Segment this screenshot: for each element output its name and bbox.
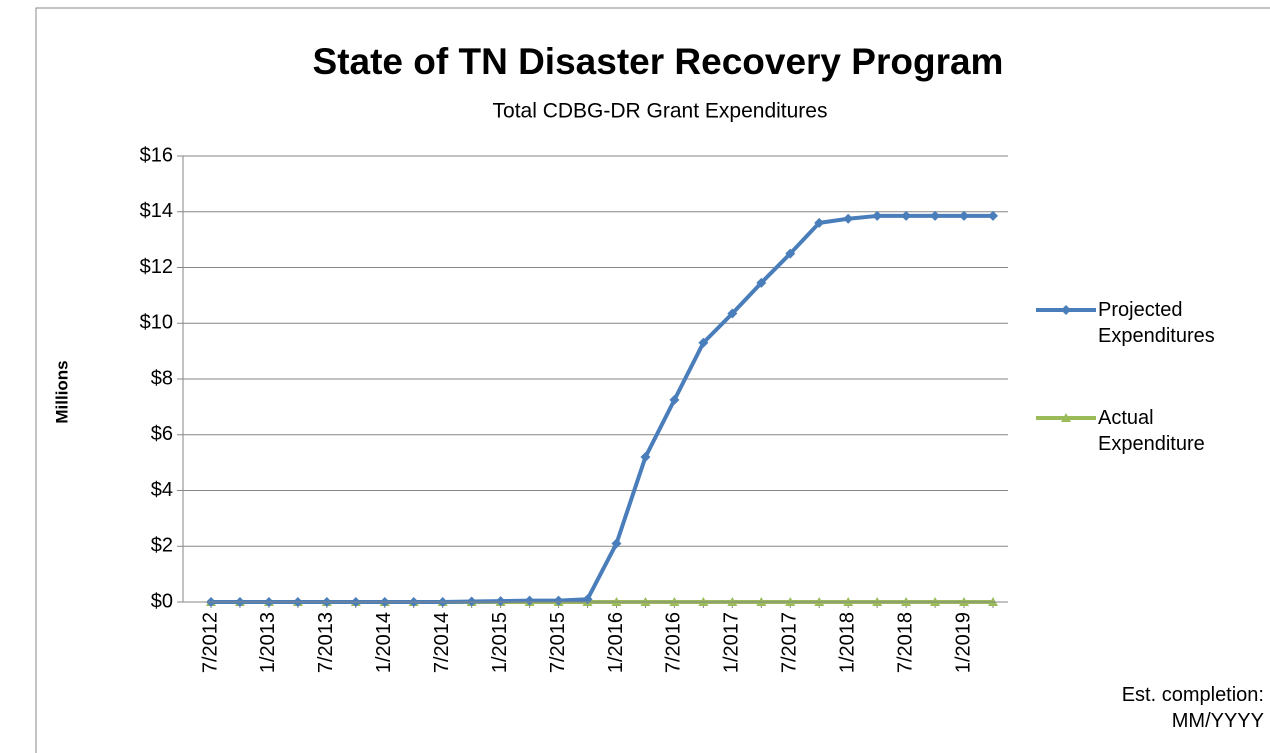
legend-swatch [1036, 413, 1096, 422]
data-point [843, 213, 854, 224]
data-point [495, 596, 506, 607]
data-point [930, 210, 941, 221]
data-point [872, 210, 883, 221]
data-point [756, 277, 767, 288]
x-tick-label: 7/2012 [199, 612, 221, 673]
data-point [698, 337, 709, 348]
y-axis-label: Millions [52, 360, 71, 423]
data-point [669, 394, 680, 405]
legend-label: Projected Expenditures [1098, 299, 1215, 347]
legend-swatch [1036, 305, 1096, 315]
x-tick-label: 1/2018 [836, 612, 858, 673]
chart-border [35, 7, 1270, 753]
y-tick-label: $6 [151, 423, 173, 445]
annotation: Est. completion: MM/YYYY [1121, 684, 1264, 732]
data-point [988, 210, 998, 221]
x-tick-label: 1/2019 [952, 612, 974, 673]
data-point [901, 210, 912, 221]
data-point [611, 538, 622, 549]
x-tick-label: 1/2017 [721, 612, 743, 673]
y-tick-label: $0 [151, 590, 173, 612]
x-tick-label: 7/2018 [894, 612, 916, 673]
data-point [640, 452, 651, 463]
y-tick-label: $14 [140, 200, 173, 222]
data-point [959, 210, 970, 221]
data-point [466, 596, 477, 607]
chart-subtitle: Total CDBG-DR Grant Expenditures [493, 100, 828, 123]
x-tick-label: 1/2013 [257, 612, 279, 673]
y-tick-label: $2 [151, 535, 173, 557]
data-point [1061, 413, 1071, 422]
data-point [524, 595, 535, 606]
y-tick-label: $12 [140, 256, 173, 278]
data-point [553, 595, 564, 606]
y-tick-label: $4 [151, 479, 173, 501]
data-point [1061, 305, 1071, 315]
chart-title: State of TN Disaster Recovery Program [313, 41, 1004, 82]
data-point [727, 308, 738, 319]
series-line [211, 213, 993, 604]
x-tick-label: 7/2014 [431, 612, 453, 673]
x-tick-label: 1/2014 [373, 612, 395, 673]
x-tick-label: 1/2015 [489, 612, 511, 673]
data-point [814, 217, 825, 228]
x-tick-label: 7/2016 [663, 612, 685, 673]
y-tick-label: $16 [140, 144, 173, 166]
data-point [785, 248, 796, 259]
x-tick-label: 1/2016 [605, 612, 627, 673]
x-tick-label: 7/2013 [315, 612, 337, 673]
y-tick-label: $10 [140, 312, 173, 334]
x-tick-label: 7/2017 [779, 612, 801, 673]
y-tick-label: $8 [151, 367, 173, 389]
x-tick-label: 7/2015 [547, 612, 569, 673]
legend-label: Actual Expenditure [1098, 407, 1205, 455]
